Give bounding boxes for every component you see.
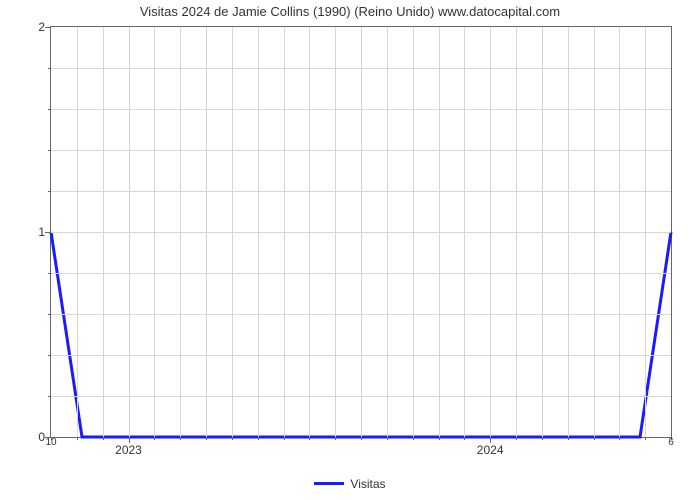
x-extra-label-right: 6 xyxy=(668,435,674,448)
grid-line-horizontal xyxy=(51,355,671,356)
y-tick-minor xyxy=(48,191,51,192)
x-tick-minor xyxy=(361,437,362,440)
y-tick-minor xyxy=(48,355,51,356)
x-tick-minor xyxy=(594,437,595,440)
y-axis-label: 1 xyxy=(38,225,51,239)
x-tick-minor xyxy=(464,437,465,440)
chart-title: Visitas 2024 de Jamie Collins (1990) (Re… xyxy=(0,4,700,19)
legend-swatch xyxy=(314,482,344,485)
y-tick-minor xyxy=(48,396,51,397)
grid-line-horizontal xyxy=(51,273,671,274)
x-tick-minor xyxy=(335,437,336,440)
grid-line-horizontal xyxy=(51,109,671,110)
x-tick-minor xyxy=(516,437,517,440)
grid-line-horizontal xyxy=(51,150,671,151)
x-tick-minor xyxy=(284,437,285,440)
x-extra-label-left: 10 xyxy=(45,435,56,448)
grid-line-horizontal xyxy=(51,314,671,315)
x-tick-minor xyxy=(206,437,207,440)
x-tick-minor xyxy=(619,437,620,440)
x-axis-label: 2023 xyxy=(115,437,142,457)
y-tick-minor xyxy=(48,109,51,110)
legend-label: Visitas xyxy=(350,477,385,491)
x-tick-minor xyxy=(232,437,233,440)
grid-line-horizontal xyxy=(51,396,671,397)
x-tick-minor xyxy=(180,437,181,440)
x-tick-minor xyxy=(154,437,155,440)
grid-line-horizontal xyxy=(51,68,671,69)
x-tick-minor xyxy=(413,437,414,440)
x-tick-minor xyxy=(103,437,104,440)
y-tick-minor xyxy=(48,273,51,274)
grid-line-horizontal xyxy=(51,191,671,192)
x-tick-minor xyxy=(258,437,259,440)
x-tick-minor xyxy=(77,437,78,440)
y-tick-minor xyxy=(48,68,51,69)
y-tick-minor xyxy=(48,314,51,315)
x-tick-minor xyxy=(568,437,569,440)
y-tick-minor xyxy=(48,150,51,151)
chart-container: Visitas 2024 de Jamie Collins (1990) (Re… xyxy=(0,0,700,500)
x-tick-minor xyxy=(387,437,388,440)
grid-line-horizontal xyxy=(51,232,671,233)
x-axis-label: 2024 xyxy=(477,437,504,457)
legend: Visitas xyxy=(0,474,700,491)
plot-area: 20232024012106 xyxy=(50,26,672,438)
y-axis-label: 2 xyxy=(38,20,51,34)
x-tick-minor xyxy=(439,437,440,440)
legend-item: Visitas xyxy=(314,477,385,491)
x-tick-minor xyxy=(309,437,310,440)
x-tick-minor xyxy=(542,437,543,440)
x-tick-minor xyxy=(645,437,646,440)
